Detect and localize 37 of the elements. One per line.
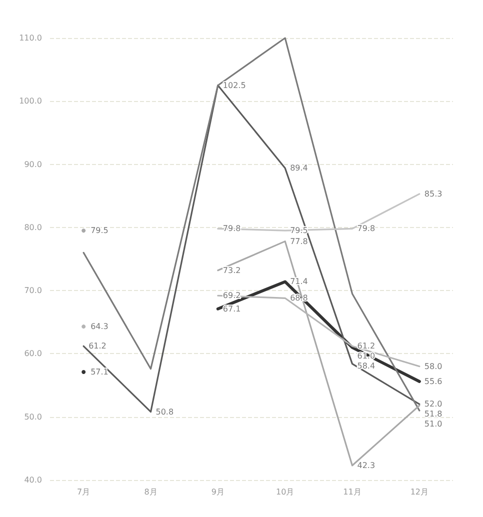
data-label: 61.2	[357, 342, 376, 351]
x-tick-label: 9月	[211, 488, 224, 496]
data-label: 73.2	[222, 266, 241, 275]
data-label: 79.5	[90, 226, 108, 236]
data-label: 51.0	[424, 420, 442, 429]
y-tick-label: 110.0	[19, 34, 42, 42]
data-label: 58.4	[357, 362, 376, 371]
data-label: 57.1	[90, 368, 108, 377]
y-tick-label: 60.0	[24, 349, 42, 358]
data-label: 64.3	[90, 322, 108, 332]
data-label: 55.6	[424, 376, 442, 386]
x-tick-label: 12月	[410, 488, 429, 496]
y-tick-label: 50.0	[24, 412, 42, 422]
y-tick-label: 90.0	[24, 160, 42, 169]
data-label: 51.8	[424, 410, 442, 419]
x-tick-label: 8月	[144, 488, 158, 496]
y-tick-label: 80.0	[24, 222, 42, 232]
data-label: 58.0	[424, 362, 442, 371]
data-label: 61.2	[88, 342, 106, 351]
x-tick-label: 10月	[276, 488, 294, 496]
data-label: 79.8	[222, 224, 241, 234]
y-tick-label: 70.0	[24, 286, 42, 296]
data-label: 102.5	[222, 80, 246, 90]
data-label: 79.5	[290, 226, 308, 236]
data-label: 77.8	[290, 236, 308, 246]
data-label: 85.3	[424, 189, 442, 198]
data-label: 52.0	[424, 400, 442, 409]
data-label: 50.8	[156, 407, 174, 416]
y-tick-label: 40.0	[24, 476, 42, 484]
data-label: 67.1	[222, 304, 241, 314]
x-tick-label: 7月	[77, 488, 90, 496]
y-tick-label: 100.0	[19, 96, 42, 106]
x-tick-label: 11月	[343, 488, 362, 496]
data-label: 69.2	[222, 291, 241, 300]
data-label: 42.3	[357, 460, 376, 470]
data-label: 79.8	[357, 224, 376, 234]
data-label: 89.4	[290, 164, 308, 173]
